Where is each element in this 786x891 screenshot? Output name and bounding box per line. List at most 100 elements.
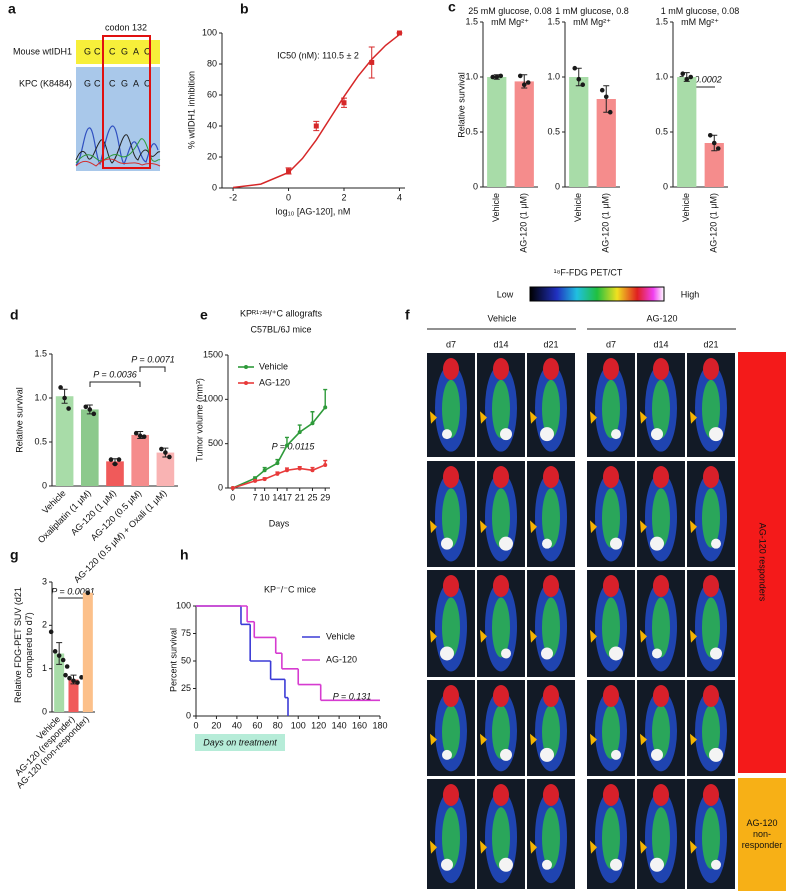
data-point	[262, 468, 267, 473]
pet-body	[492, 597, 510, 658]
day-label: d14	[493, 339, 508, 349]
pet-head	[703, 575, 719, 597]
chart-title: 1 mM glucose, 0.8 mM Mg²⁺	[555, 6, 629, 27]
x-axis-label: log₁₀ [AG-120], nM	[276, 206, 351, 216]
data-point	[275, 471, 280, 476]
base: A	[133, 78, 139, 88]
data-point	[112, 461, 118, 467]
pet-arrow	[480, 629, 487, 643]
data-point	[48, 629, 54, 635]
bar	[514, 81, 534, 187]
y-tick-label: 1.0	[547, 71, 560, 81]
pet-head	[543, 575, 559, 597]
chromatogram	[75, 138, 161, 164]
chart-title: KP⁻/⁻C mice	[264, 584, 316, 594]
annotation: P = 0.0002	[678, 74, 721, 84]
data-point	[137, 433, 143, 439]
pet-arrow	[530, 840, 537, 854]
significance-bracket	[139, 366, 166, 372]
x-tick-label: 80	[273, 720, 283, 730]
pet-head	[493, 358, 509, 380]
bar	[131, 434, 150, 486]
annotation: Days on treatment	[203, 737, 277, 747]
annotation: P = 0.131	[333, 691, 371, 701]
panel-label: f	[405, 307, 410, 323]
x-tick-label: 140	[332, 720, 347, 730]
y-axis-label: Relative survival	[14, 387, 25, 453]
pet-hotspot	[540, 427, 554, 442]
day-label: d21	[543, 339, 558, 349]
data-point	[60, 657, 66, 663]
y-tick-label: 0	[42, 706, 47, 716]
data-point	[167, 454, 172, 460]
x-tick-label: 29	[320, 492, 330, 502]
bar	[55, 396, 74, 486]
pet-hotspot	[542, 538, 552, 549]
pet-body	[652, 705, 670, 759]
data-point	[262, 477, 267, 482]
data-point	[341, 100, 347, 106]
data-point	[572, 65, 578, 71]
data-point	[517, 73, 523, 79]
pet-hotspot	[650, 536, 664, 551]
bar	[68, 679, 79, 712]
base: G	[84, 78, 91, 88]
x-tick-label: 4	[397, 192, 402, 202]
pet-hotspot	[541, 647, 553, 660]
data-point	[599, 87, 605, 93]
data-point	[56, 653, 62, 658]
x-tick-label: AG-120 (1 μM)	[601, 193, 611, 253]
bar	[106, 461, 124, 486]
y-tick-label: 3	[42, 576, 47, 586]
pet-arrow	[430, 520, 437, 534]
pet-head	[493, 575, 509, 597]
x-tick-label: -2	[229, 192, 237, 202]
x-tick-label: 0	[286, 192, 291, 202]
x-tick-label: AG-120 (0.5 μM) + Oxali (1 μM)	[72, 488, 169, 585]
base: C	[109, 46, 116, 56]
y-tick-label: 0.5	[465, 126, 478, 136]
data-point	[369, 59, 375, 65]
colorbar-high: High	[681, 289, 700, 299]
pet-body	[652, 379, 670, 439]
pet-arrow	[430, 733, 437, 746]
pet-head	[603, 575, 619, 597]
x-tick-label: Vehicle	[491, 193, 501, 222]
pet-arrow	[430, 411, 437, 424]
data-point	[297, 430, 302, 435]
data-point	[688, 74, 694, 80]
pet-hotspot	[711, 859, 721, 870]
data-point	[71, 678, 76, 684]
data-point	[684, 76, 690, 82]
pet-head	[653, 784, 669, 806]
pet-body	[542, 807, 560, 869]
data-point	[275, 461, 280, 466]
pet-head	[603, 784, 619, 806]
chart-title: 25 mM glucose, 0.08 mM Mg²⁺	[468, 6, 552, 27]
x-tick-label: 0	[193, 720, 198, 730]
annotation: P = 0.0071	[131, 354, 174, 364]
significance-bracket	[89, 381, 141, 387]
pet-body	[492, 705, 510, 759]
bar	[596, 99, 616, 187]
pet-head	[703, 685, 719, 707]
pet-body	[702, 705, 720, 759]
annotation: P = 0.0115	[272, 441, 316, 451]
pet-head	[603, 466, 619, 488]
y-tick-label: 2	[42, 620, 47, 630]
y-tick-label: 1	[42, 663, 47, 673]
pet-arrow	[690, 411, 697, 424]
data-point	[607, 109, 613, 115]
data-point	[108, 457, 114, 462]
pet-head	[653, 466, 669, 488]
pet-hotspot	[442, 749, 452, 760]
pet-hotspot	[710, 647, 722, 660]
pet-arrow	[530, 411, 537, 424]
y-tick-label: 1.0	[465, 71, 478, 81]
pet-head	[603, 685, 619, 707]
non-responder-bar	[738, 778, 786, 891]
non-responder-label: AG-120 non-responder	[741, 818, 783, 850]
pet-hotspot	[711, 538, 721, 549]
x-tick-label: 120	[311, 720, 326, 730]
pet-head	[603, 358, 619, 380]
